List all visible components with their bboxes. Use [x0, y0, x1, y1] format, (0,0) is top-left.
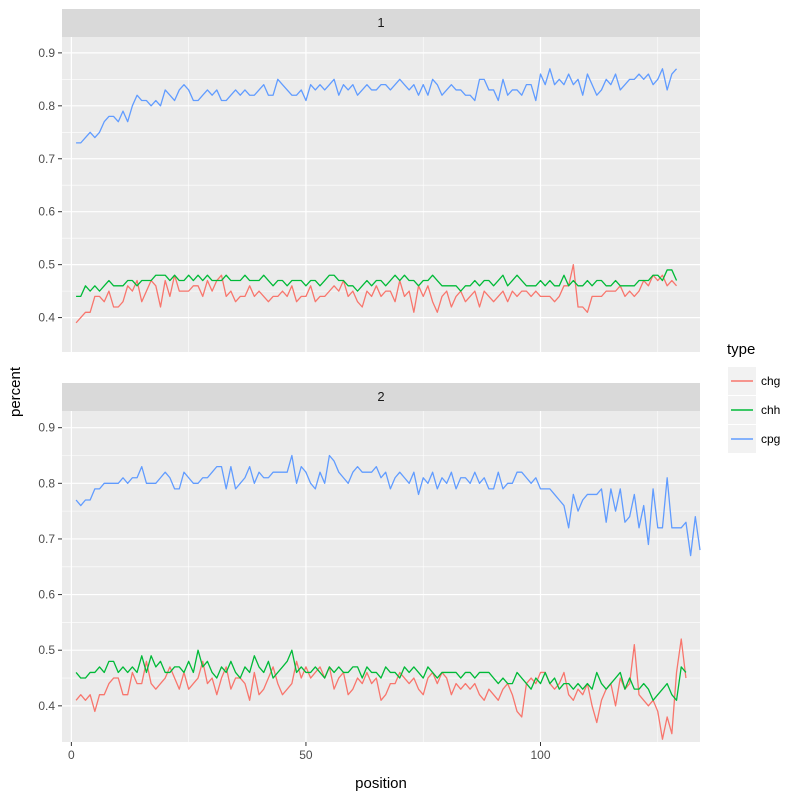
facet-strip-label: 2 [377, 389, 384, 404]
y-tick-label: 0.6 [38, 588, 55, 602]
y-tick-label: 0.8 [38, 99, 55, 113]
y-axis-title: percent [7, 366, 24, 417]
y-tick-label: 0.7 [38, 152, 55, 166]
legend-title: type [727, 341, 755, 358]
x-tick-label: 0 [68, 748, 75, 762]
series-line-chg-panel-2 [75, 638, 687, 740]
y-tick-label: 0.5 [38, 258, 55, 272]
y-tick-label: 0.7 [38, 532, 55, 546]
panel-1: 1 0.4 0.5 0.6 0.7 0.8 0.9 [38, 9, 700, 352]
panel-2: 2 0.4 0.5 0.6 0.7 0.8 0.9 0 50 100 [38, 383, 701, 762]
x-tick-label: 50 [299, 748, 313, 762]
legend-label: chh [761, 403, 780, 417]
y-tick-label: 0.4 [38, 311, 55, 325]
legend-item-cpg: cpg [728, 425, 780, 453]
legend-label: cpg [761, 432, 780, 446]
legend-item-chg: chg [728, 367, 780, 395]
legend-item-chh: chh [728, 396, 780, 424]
y-tick-label: 0.9 [38, 46, 55, 60]
series-line-cpg-panel-1 [76, 68, 678, 144]
facet-strip-label: 1 [377, 15, 384, 30]
facet-strip [62, 383, 700, 411]
panels: 1 0.4 0.5 0.6 0.7 0.8 0.9 2 0.4 0.5 0.6 0.7 0.8 0.9 0 5… [38, 9, 701, 762]
series-line-chh-panel-1 [76, 269, 678, 298]
x-tick-label: 100 [530, 748, 550, 762]
x-axis-title: position [355, 775, 407, 792]
facet-strip [62, 9, 700, 37]
series-line-chg-panel-1 [75, 263, 678, 324]
y-tick-label: 0.9 [38, 421, 55, 435]
y-tick-label: 0.6 [38, 205, 55, 219]
series-line-chh-panel-2 [75, 649, 687, 701]
y-tick-label: 0.5 [38, 643, 55, 657]
legend-label: chg [761, 374, 780, 388]
panel-background [62, 411, 700, 742]
y-tick-label: 0.4 [38, 699, 55, 713]
legend: type chg chh cpg [727, 341, 780, 453]
y-tick-label: 0.8 [38, 476, 55, 490]
series-line-cpg-panel-2 [75, 454, 701, 557]
